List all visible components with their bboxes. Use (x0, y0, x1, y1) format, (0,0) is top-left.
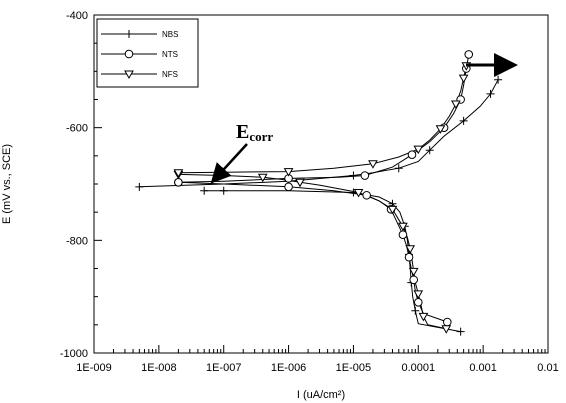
nbs-data-point (486, 89, 495, 98)
series-lines (139, 54, 499, 333)
axis-ticks (93, 14, 549, 354)
y-axis-label: E (mV vs., SCE) (1, 144, 13, 224)
nfs-cathodic-line (178, 173, 447, 330)
legend-entry-nbs: NBS (162, 30, 178, 39)
nts-data-point (413, 298, 423, 307)
x-tick-label: 1E-005 (336, 362, 371, 374)
nfs-data-point (441, 325, 452, 334)
nfs-data-point (368, 160, 378, 169)
nts-data-point (464, 50, 474, 59)
nfs-data-point (295, 178, 305, 188)
nfs-data-point (405, 245, 416, 254)
nts-data-point (407, 150, 417, 160)
nbs-data-point (349, 171, 358, 180)
nbs-data-point (494, 75, 503, 84)
nfs-data-point (435, 125, 446, 134)
nts-cathodic-line (178, 181, 448, 323)
x-tick-label: 1E-007 (206, 362, 241, 374)
legend-marker (125, 30, 133, 38)
nfs-data-point (387, 205, 398, 215)
series-markers (135, 50, 503, 336)
x-tick-label: 0.001 (469, 362, 497, 374)
x-tick-label: 1E-009 (76, 362, 111, 374)
nfs-data-point (458, 74, 469, 84)
nts-data-point (174, 178, 183, 187)
nts-data-point (409, 275, 419, 285)
nts-data-point (442, 317, 452, 327)
y-tick-label: -600 (66, 123, 88, 135)
nbs-data-point (456, 327, 465, 336)
nts-data-point (398, 230, 408, 239)
legend-marker (124, 70, 134, 80)
nts-data-point (284, 182, 293, 192)
ecorr-annotation: Ecorr (210, 121, 273, 184)
nfs-data-point (408, 267, 419, 277)
nfs-data-point (257, 173, 268, 183)
nts-data-point (360, 171, 370, 180)
nbs-data-point (459, 116, 468, 125)
legend-marker (124, 49, 134, 59)
nbs-data-point (425, 146, 434, 155)
nbs-data-point (394, 164, 403, 173)
x-tick-label: 0.01 (537, 362, 558, 374)
legend-entry-nts: NTS (162, 50, 178, 59)
y-tick-label: -400 (66, 10, 88, 22)
nbs-data-point (135, 182, 144, 191)
legend: NBS NTS NFS (96, 18, 199, 88)
y-tick-label: -1000 (60, 348, 88, 360)
nbs-data-point (200, 186, 209, 195)
ecorr-label-main: E (236, 121, 249, 143)
nfs-data-point (451, 100, 461, 110)
tick-labels: 1E-009 1E-008 1E-007 1E-006 1E-005 0.0001 0.00… (60, 10, 559, 374)
ecorr-arrow (210, 143, 248, 184)
nfs-data-point (398, 222, 408, 232)
ecorr-label-sub: corr (249, 129, 273, 144)
nts-data-point (362, 190, 371, 200)
x-axis-label: I (uA/cm²) (297, 389, 345, 401)
nfs-anodic-line (178, 65, 467, 174)
svg-text:Ecorr: Ecorr (236, 121, 273, 144)
y-tick-label: -800 (66, 235, 88, 247)
nfs-data-point (353, 188, 364, 198)
x-tick-label: 1E-006 (271, 362, 306, 374)
legend-box (96, 18, 199, 88)
legend-entry-nfs: NFS (162, 70, 178, 79)
nfs-data-point (418, 312, 429, 322)
x-tick-label: 0.0001 (401, 362, 435, 374)
nfs-data-point (283, 168, 294, 177)
nbs-data-point (219, 186, 228, 195)
nts-anodic-line (178, 54, 470, 183)
x-tick-label: 1E-008 (141, 362, 176, 374)
nts-data-point (404, 252, 414, 262)
nfs-data-point (413, 290, 424, 299)
nfs-data-point (413, 145, 424, 155)
nbs-data-point (411, 306, 420, 315)
nbs-anodic-line (139, 79, 499, 188)
nfs-data-point (173, 169, 184, 178)
